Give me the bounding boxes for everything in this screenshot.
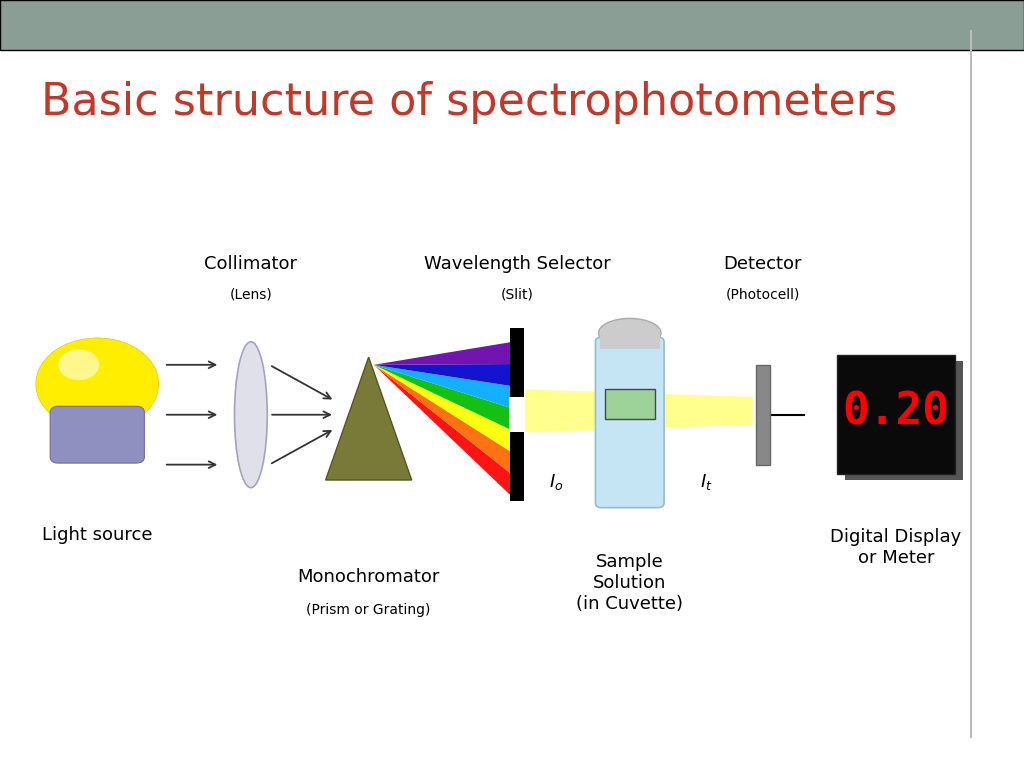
FancyBboxPatch shape — [604, 389, 655, 419]
Text: (Lens): (Lens) — [229, 287, 272, 301]
FancyBboxPatch shape — [838, 356, 954, 475]
Polygon shape — [374, 365, 513, 431]
Text: (Photocell): (Photocell) — [726, 287, 800, 301]
Polygon shape — [326, 357, 412, 480]
Polygon shape — [374, 342, 513, 365]
Polygon shape — [374, 365, 513, 498]
Text: Light source: Light source — [42, 526, 153, 544]
FancyBboxPatch shape — [509, 398, 525, 432]
Text: Digital Display
or Meter: Digital Display or Meter — [830, 528, 962, 567]
Text: (Slit): (Slit) — [501, 287, 534, 301]
Polygon shape — [374, 365, 513, 475]
Text: Wavelength Selector: Wavelength Selector — [424, 255, 610, 273]
Polygon shape — [374, 365, 513, 453]
FancyBboxPatch shape — [846, 362, 963, 481]
FancyBboxPatch shape — [756, 365, 770, 465]
Text: Basic structure of spectrophotometers: Basic structure of spectrophotometers — [41, 81, 897, 124]
Text: Collimator: Collimator — [205, 255, 297, 273]
Polygon shape — [374, 365, 513, 409]
FancyBboxPatch shape — [0, 0, 1024, 50]
Circle shape — [58, 349, 99, 380]
Polygon shape — [374, 364, 513, 386]
Ellipse shape — [234, 342, 267, 488]
Polygon shape — [525, 389, 753, 432]
Text: Detector: Detector — [724, 255, 802, 273]
Text: $I_t$: $I_t$ — [700, 472, 713, 492]
Text: 0.20: 0.20 — [843, 391, 949, 434]
FancyBboxPatch shape — [596, 337, 665, 508]
Ellipse shape — [598, 319, 662, 348]
Text: $I_o$: $I_o$ — [549, 472, 563, 492]
Circle shape — [36, 338, 159, 430]
Text: Monochromator: Monochromator — [297, 568, 440, 586]
FancyBboxPatch shape — [510, 329, 524, 502]
FancyBboxPatch shape — [50, 406, 144, 463]
FancyBboxPatch shape — [600, 329, 660, 349]
Text: (Prism or Grating): (Prism or Grating) — [306, 603, 431, 617]
Text: Sample
Solution
(in Cuvette): Sample Solution (in Cuvette) — [577, 553, 683, 613]
